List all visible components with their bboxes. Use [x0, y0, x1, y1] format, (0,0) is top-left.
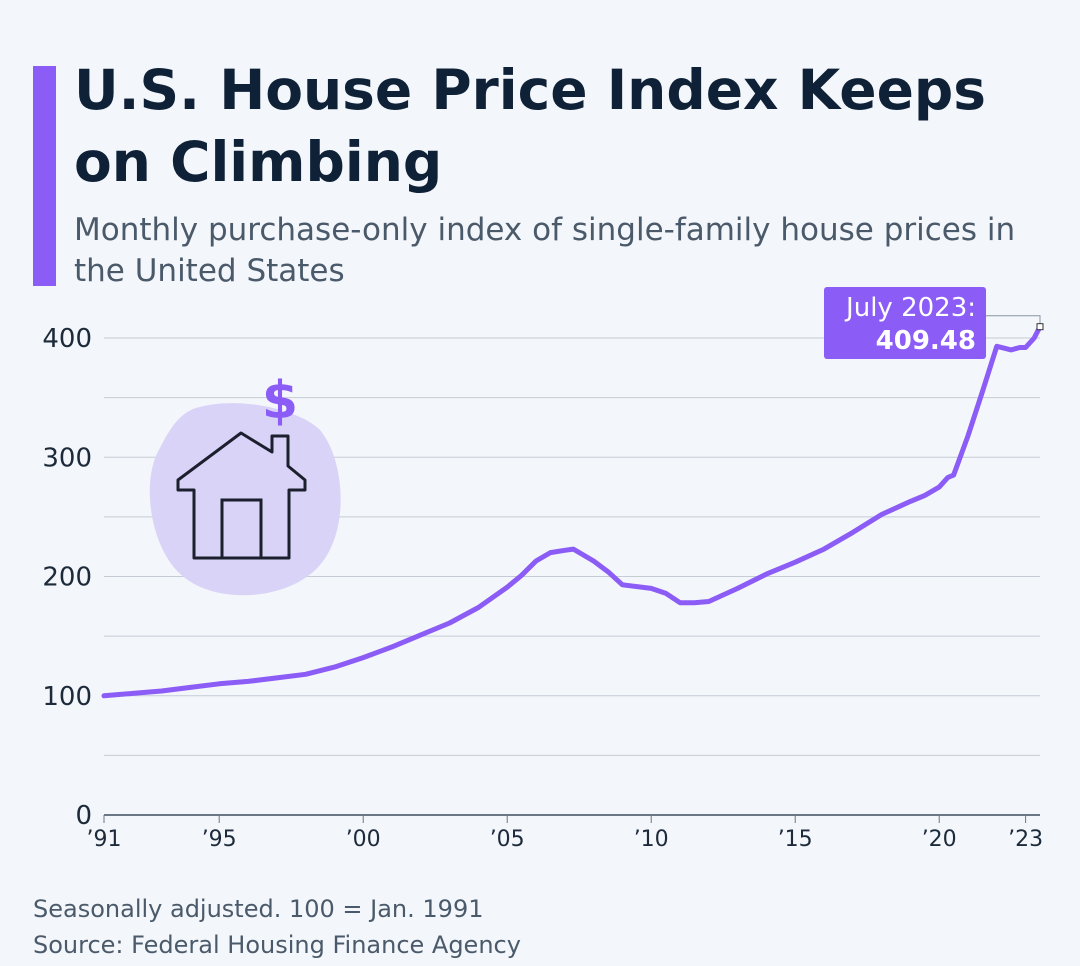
x-tick-label: ’20	[922, 827, 957, 852]
x-tick-label: ’15	[778, 827, 813, 852]
x-tick-label: ’00	[346, 827, 381, 852]
title-accent-bar	[33, 66, 56, 286]
y-tick-label: 200	[42, 563, 92, 593]
x-tick-label: ’23	[1008, 827, 1043, 852]
callout-value: 409.48	[876, 326, 976, 356]
callout-marker	[1036, 323, 1044, 331]
y-tick-label: 300	[42, 443, 92, 473]
callout-date: July 2023:	[844, 293, 976, 323]
x-tick-label: ’10	[634, 827, 669, 852]
chart-source: Source: Federal Housing Finance Agency	[33, 931, 521, 959]
grid-lines	[104, 337, 1040, 816]
y-tick-label: 400	[42, 324, 92, 354]
svg-text:$: $	[262, 371, 298, 431]
y-tick-label: 0	[75, 801, 92, 831]
x-tick-label: ’95	[202, 827, 237, 852]
callout-leader	[986, 315, 1041, 324]
page-title: U.S. House Price Index Keeps on Climbing	[74, 58, 986, 194]
page-subtitle: Monthly purchase-only index of single-fa…	[74, 212, 1016, 289]
series-line	[101, 324, 1043, 699]
callout-box	[824, 287, 986, 359]
y-tick-label: 100	[42, 682, 92, 712]
x-tick-label: ’91	[87, 827, 122, 852]
x-tick-label: ’05	[490, 827, 525, 852]
x-axis-ticks: ’91 ’95 ’00 ’05 ’10 ’15 ’20 ’23	[87, 815, 1043, 852]
chart-note: Seasonally adjusted. 100 = Jan. 1991	[33, 895, 484, 923]
house-dollar-icon: $	[149, 371, 341, 596]
y-axis-ticks: 0 100 200 300 400	[42, 324, 92, 831]
callout: July 2023: 409.48	[824, 287, 1044, 359]
